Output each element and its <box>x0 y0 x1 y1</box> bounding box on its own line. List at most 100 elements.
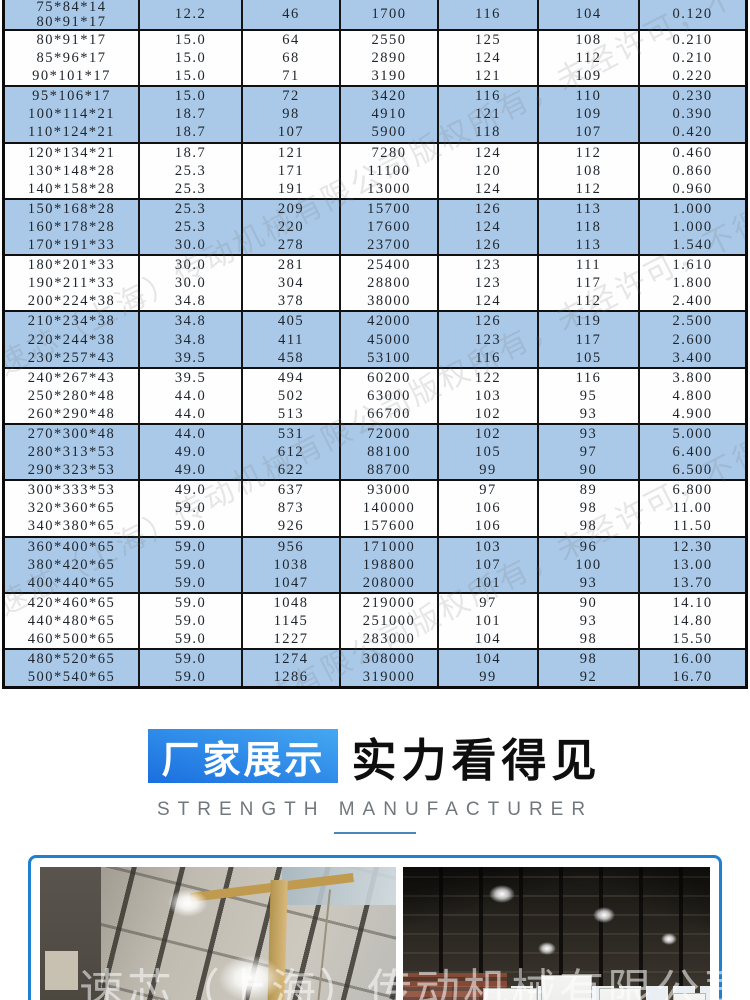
table-group: 120*134*21 18.7 121 7280 124 112 0.460 130*148*… <box>5 143 745 200</box>
table-cell: 4910 <box>341 105 439 124</box>
table-group: 150*168*28 25.3 209 15700 126 113 1.000 160*178… <box>5 199 745 257</box>
table-cell: 157600 <box>341 517 439 536</box>
table-cell: 171 <box>243 161 341 180</box>
table-cell: 59.0 <box>140 573 243 592</box>
table-cell: 15.0 <box>140 67 243 86</box>
table-cell-value: 116 <box>475 6 501 22</box>
table-group: 420*460*65 59.0 1048 219000 97 90 14.10 440*480… <box>5 593 745 651</box>
table-cell: 380*420*65 <box>5 555 140 574</box>
table-cell: 6.400 <box>672 444 713 461</box>
table-row: 85*96*17 15.0 68 2890 124 112 0.210 <box>5 49 745 68</box>
lamp-decor <box>218 955 282 1000</box>
table-cell: 3.400 <box>672 349 713 366</box>
table-cell: 53100 <box>341 348 439 367</box>
table-cell: 1038 <box>243 555 341 574</box>
table-cell: 63000 <box>341 386 439 405</box>
table-cell: 59.0 <box>140 537 243 556</box>
section-banner: 厂家展示 实力看得见 <box>0 729 750 787</box>
table-cell: 122 <box>439 368 539 387</box>
lamp-decor <box>593 906 616 923</box>
lamp-decor <box>168 889 209 918</box>
table-cell: 926 <box>243 517 341 536</box>
table-cell: 220*244*38 <box>5 330 140 349</box>
table-cell: 340*380*65 <box>5 517 140 536</box>
table-cell: 1.610 <box>672 257 713 274</box>
table-cell: 0.960 <box>672 180 713 197</box>
table-cell: 637 <box>243 481 341 500</box>
table-cell: 38000 <box>341 292 439 311</box>
table-cell: 93 <box>539 573 640 592</box>
table-row: 240*267*43 39.5 494 60200 122 116 3.800 <box>5 368 745 387</box>
table-row: 480*520*65 59.0 1274 308000 104 98 16.00 <box>5 650 745 669</box>
table-cell: 59.0 <box>140 630 243 649</box>
table-cell: 270*300*48 <box>5 424 140 444</box>
table-cell: 85*96*17 <box>5 49 140 68</box>
table-cell-value: 1700 <box>371 6 407 22</box>
table-cell: 0.390 <box>672 106 713 123</box>
table-cell: 3420 <box>341 87 439 106</box>
table-cell: 34.8 <box>140 292 243 311</box>
table-row: 290*323*53 49.0 622 88700 99 90 6.500 <box>5 461 745 480</box>
cropped-row-sliver: 1700 <box>341 0 437 3</box>
table-cell: 1.540 <box>672 237 713 254</box>
table-cell: 59.0 <box>140 517 243 536</box>
table-cell: 16.70 <box>672 669 713 686</box>
table-cell: 44.0 <box>140 404 243 423</box>
table-row: 130*148*28 25.3 171 11100 120 108 0.860 <box>5 161 745 180</box>
banner-subtitle: STRENGTH MANUFACTURER <box>156 799 594 821</box>
table-cell: 108 <box>539 31 640 50</box>
table-cell: 123 <box>439 256 539 275</box>
table-cell: 280*313*53 <box>5 443 140 462</box>
table-cell: 116 <box>539 368 640 387</box>
table-row: 260*290*48 44.0 513 66700 102 93 4.900 <box>5 404 745 423</box>
table-cell: 150*168*28 <box>5 199 140 218</box>
table-cell: 124 <box>439 143 539 162</box>
table-group: 270*300*48 44.0 531 72000 102 93 5.000 280*313*… <box>5 424 745 482</box>
table-cell: 1.000 <box>672 200 713 217</box>
table-cell: 97 <box>439 593 539 612</box>
window-decor <box>44 950 79 991</box>
table-cell: 5900 <box>341 123 439 142</box>
table-cell: 104 <box>439 650 539 669</box>
table-cell: 0.210 <box>672 50 713 67</box>
table-row: 170*191*33 30.0 278 23700 126 113 1.540 <box>5 236 745 255</box>
table-cell: 113 <box>539 199 640 218</box>
table-row: 180*201*33 30.0 281 25400 123 111 1.610 <box>5 256 745 275</box>
table-cell: 319000 <box>341 668 439 687</box>
table-cell: 1048 <box>243 593 341 612</box>
table-cell: 140*158*28 <box>5 179 140 198</box>
table-cell: 68 <box>243 49 341 68</box>
table-cell: 92 <box>539 668 640 687</box>
table-row: 160*178*28 25.3 220 17600 124 118 1.000 <box>5 217 745 237</box>
table-cell: 411 <box>243 330 341 349</box>
table-cell: 39.5 <box>140 348 243 367</box>
table-cell: 49.0 <box>140 481 243 500</box>
table-cell: 105 <box>439 443 539 462</box>
table-cell: 121 <box>439 105 539 124</box>
table-cell: 59.0 <box>140 611 243 630</box>
table-cell: 25.3 <box>140 217 243 237</box>
table-cell: 502 <box>243 386 341 405</box>
table-cell: 1227 <box>243 630 341 649</box>
table-cell: 281 <box>243 256 341 275</box>
table-cell: 59.0 <box>140 499 243 518</box>
table-group: 210*234*38 34.8 405 42000 126 119 2.500 220*244… <box>5 312 745 369</box>
table-row: 380*420*65 59.0 1038 198800 107 100 13.00 <box>5 555 745 574</box>
table-row: 320*360*65 59.0 873 140000 106 98 11.00 <box>5 499 745 518</box>
table-cell-value: 104 <box>575 6 602 22</box>
factory-photo-ceiling <box>40 867 396 1000</box>
table-cell: 11.00 <box>672 500 713 517</box>
table-cell: 100*114*21 <box>5 105 140 124</box>
table-cell: 12.30 <box>672 538 713 555</box>
table-cell: 98 <box>243 105 341 124</box>
table-cell: 500*540*65 <box>5 668 140 687</box>
table-cell: 420*460*65 <box>5 593 140 612</box>
table-cell: 59.0 <box>140 668 243 687</box>
table-cell: 66700 <box>341 404 439 423</box>
table-cell: 102 <box>439 404 539 423</box>
table-cell: 28800 <box>341 274 439 293</box>
table-cell: 494 <box>243 368 341 387</box>
table-cell: 49.0 <box>140 461 243 480</box>
cropped-row-sliver: 46 <box>243 0 339 3</box>
table-cell: 89 <box>539 481 640 500</box>
